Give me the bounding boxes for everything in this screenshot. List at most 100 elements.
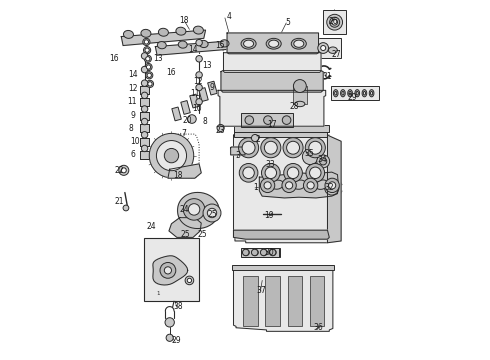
Text: 13: 13 bbox=[153, 54, 163, 63]
Text: 12: 12 bbox=[194, 77, 203, 86]
Polygon shape bbox=[231, 147, 245, 155]
Bar bbox=[323, 10, 346, 34]
Circle shape bbox=[145, 63, 152, 71]
Text: 3: 3 bbox=[235, 151, 240, 160]
Circle shape bbox=[207, 208, 217, 218]
Bar bbox=[144, 238, 199, 301]
Text: 12: 12 bbox=[128, 84, 138, 93]
Text: 21: 21 bbox=[114, 197, 123, 206]
Ellipse shape bbox=[364, 91, 366, 95]
Text: 37: 37 bbox=[256, 285, 266, 294]
Text: 35: 35 bbox=[305, 149, 315, 158]
Circle shape bbox=[196, 84, 202, 91]
Ellipse shape bbox=[123, 31, 133, 39]
Circle shape bbox=[317, 155, 330, 168]
Circle shape bbox=[283, 138, 303, 158]
Text: 36: 36 bbox=[313, 323, 323, 332]
Text: 7: 7 bbox=[182, 129, 187, 138]
Ellipse shape bbox=[369, 90, 374, 97]
Text: 15: 15 bbox=[215, 41, 225, 50]
Text: 10: 10 bbox=[130, 137, 140, 146]
Circle shape bbox=[166, 334, 173, 341]
Circle shape bbox=[141, 92, 148, 99]
Circle shape bbox=[164, 148, 179, 163]
Circle shape bbox=[327, 14, 343, 30]
Ellipse shape bbox=[349, 91, 351, 95]
Circle shape bbox=[119, 165, 129, 175]
Text: 16: 16 bbox=[109, 54, 119, 63]
Circle shape bbox=[286, 182, 293, 189]
Text: 33: 33 bbox=[265, 160, 275, 169]
Circle shape bbox=[243, 167, 254, 179]
Ellipse shape bbox=[269, 40, 279, 47]
Circle shape bbox=[307, 182, 314, 189]
Circle shape bbox=[144, 55, 151, 62]
Polygon shape bbox=[223, 53, 321, 72]
Text: 11: 11 bbox=[127, 96, 137, 105]
Circle shape bbox=[264, 182, 271, 189]
Circle shape bbox=[141, 80, 148, 86]
Circle shape bbox=[309, 141, 322, 154]
Bar bbox=[242, 248, 280, 257]
Circle shape bbox=[160, 262, 176, 278]
Circle shape bbox=[330, 17, 340, 27]
Circle shape bbox=[123, 205, 129, 211]
Circle shape bbox=[310, 167, 321, 179]
Ellipse shape bbox=[295, 101, 305, 107]
Bar bbox=[140, 151, 149, 159]
Ellipse shape bbox=[158, 28, 169, 36]
Circle shape bbox=[324, 181, 339, 195]
Circle shape bbox=[188, 204, 200, 215]
Circle shape bbox=[305, 138, 325, 158]
Circle shape bbox=[141, 53, 148, 59]
Ellipse shape bbox=[362, 90, 367, 97]
Text: 18: 18 bbox=[173, 171, 183, 180]
Bar bbox=[288, 276, 302, 326]
Ellipse shape bbox=[356, 91, 358, 95]
Bar bbox=[266, 276, 280, 326]
Bar bbox=[140, 138, 149, 145]
Text: 27: 27 bbox=[332, 50, 341, 59]
Bar bbox=[243, 276, 258, 326]
Circle shape bbox=[144, 40, 148, 44]
Circle shape bbox=[196, 40, 202, 46]
Polygon shape bbox=[234, 135, 329, 243]
Bar bbox=[234, 125, 329, 132]
Circle shape bbox=[165, 318, 174, 327]
Circle shape bbox=[265, 167, 276, 179]
Circle shape bbox=[332, 19, 338, 25]
Ellipse shape bbox=[241, 39, 256, 49]
Circle shape bbox=[284, 163, 302, 182]
Bar bbox=[140, 125, 149, 132]
Ellipse shape bbox=[220, 40, 229, 47]
Circle shape bbox=[306, 163, 324, 182]
Text: 10: 10 bbox=[192, 104, 201, 113]
Circle shape bbox=[260, 178, 275, 193]
Circle shape bbox=[303, 178, 318, 193]
Text: 25: 25 bbox=[197, 230, 207, 239]
Bar bbox=[318, 39, 341, 58]
Circle shape bbox=[282, 116, 291, 125]
Text: 29: 29 bbox=[172, 336, 181, 345]
Text: 14: 14 bbox=[128, 71, 138, 80]
Circle shape bbox=[270, 249, 276, 256]
Text: 34: 34 bbox=[317, 155, 327, 164]
Circle shape bbox=[143, 39, 150, 45]
Text: 1: 1 bbox=[156, 291, 160, 296]
Polygon shape bbox=[221, 71, 323, 92]
Text: 18: 18 bbox=[179, 16, 189, 25]
Circle shape bbox=[302, 149, 318, 165]
Circle shape bbox=[243, 249, 249, 256]
Polygon shape bbox=[177, 192, 219, 229]
Circle shape bbox=[141, 132, 148, 138]
Circle shape bbox=[122, 168, 126, 173]
Text: 16: 16 bbox=[167, 68, 176, 77]
Circle shape bbox=[141, 118, 148, 125]
Bar bbox=[199, 88, 208, 102]
Text: 19: 19 bbox=[265, 211, 274, 220]
Circle shape bbox=[282, 178, 296, 193]
Polygon shape bbox=[168, 164, 201, 178]
Circle shape bbox=[243, 249, 249, 256]
Circle shape bbox=[147, 73, 151, 77]
Circle shape bbox=[264, 116, 272, 125]
